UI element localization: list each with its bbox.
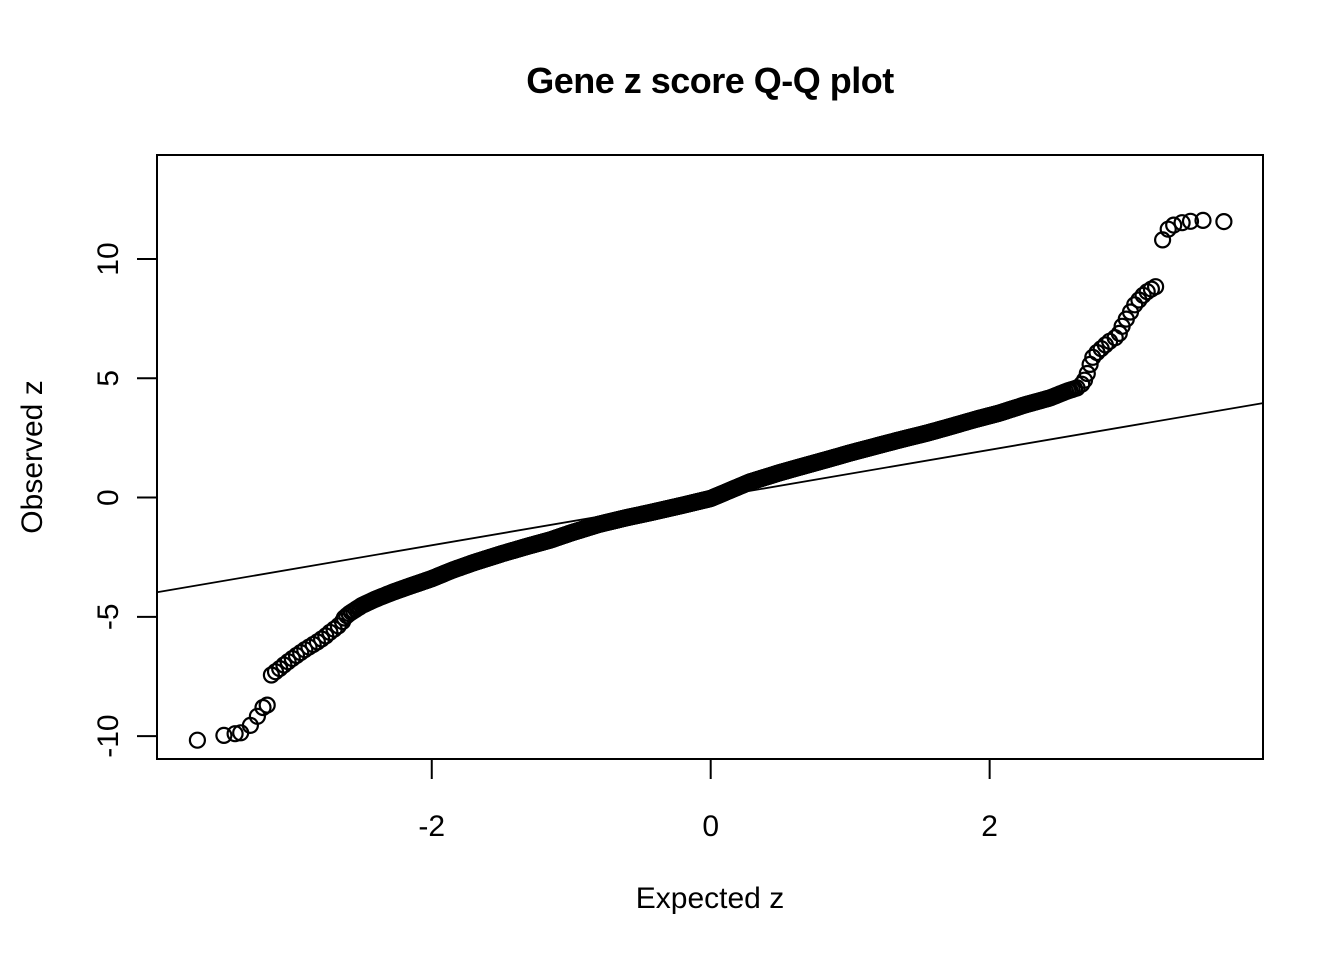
qq-point [1146, 278, 1165, 296]
qq-point [215, 726, 233, 745]
qq-point [1165, 216, 1183, 234]
qq-point [1126, 296, 1144, 314]
y-tick-label: 5 [92, 370, 125, 387]
qq-point [1215, 213, 1233, 231]
qq-points-layer [188, 211, 1233, 749]
qq-point [248, 707, 266, 725]
qq-point [226, 725, 244, 743]
y-tick-label: -10 [92, 714, 125, 757]
qq-point [1173, 214, 1191, 232]
plot-title: Gene z score Q-Q plot [526, 60, 894, 101]
y-tick-label: 0 [92, 489, 125, 506]
qq-point [1194, 211, 1212, 229]
reference-line [156, 402, 1264, 594]
x-tick-label: -2 [418, 810, 445, 843]
qq-point [258, 696, 276, 714]
x-tick-label: 2 [981, 810, 998, 843]
x-axis: -2 0 2 [418, 759, 998, 843]
x-axis-label: Expected z [636, 882, 784, 915]
y-axis-label: Observed z [16, 380, 49, 533]
qq-point [1181, 212, 1200, 230]
y-tick-label: 10 [92, 242, 125, 275]
y-axis: -10 -5 0 5 10 [92, 242, 157, 758]
qq-point [1078, 364, 1096, 383]
x-tick-label: 0 [702, 810, 719, 843]
qq-point [188, 731, 206, 749]
y-tick-label: -5 [92, 603, 125, 630]
